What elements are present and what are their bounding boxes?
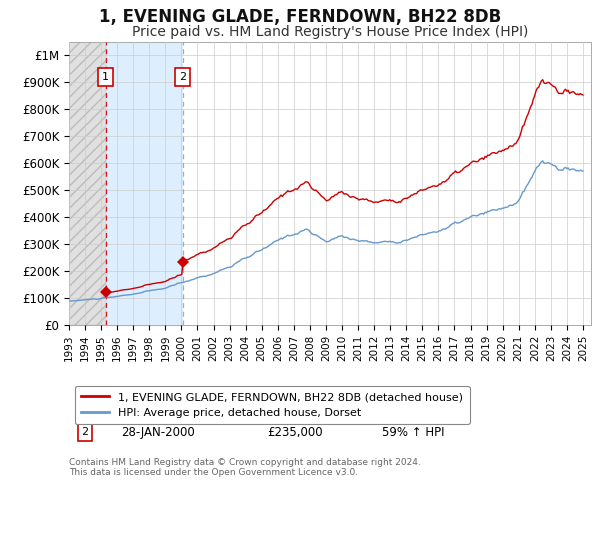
Text: 1: 1 [102,72,109,82]
Text: 29% ↑ HPI: 29% ↑ HPI [382,404,445,418]
Text: 1: 1 [81,406,88,416]
Text: 2: 2 [179,72,186,82]
Text: £235,000: £235,000 [268,426,323,439]
Text: 13-APR-1995: 13-APR-1995 [121,404,197,418]
Legend: 1, EVENING GLADE, FERNDOWN, BH22 8DB (detached house), HPI: Average price, detac: 1, EVENING GLADE, FERNDOWN, BH22 8DB (de… [74,385,470,424]
Text: 59% ↑ HPI: 59% ↑ HPI [382,426,445,439]
Text: 28-JAN-2000: 28-JAN-2000 [121,426,195,439]
Text: £120,000: £120,000 [268,404,323,418]
Text: 1, EVENING GLADE, FERNDOWN, BH22 8DB: 1, EVENING GLADE, FERNDOWN, BH22 8DB [99,8,501,26]
Bar [69,42,106,325]
Bar [106,42,183,325]
Bar [69,42,106,325]
Title: Price paid vs. HM Land Registry's House Price Index (HPI): Price paid vs. HM Land Registry's House … [132,25,528,39]
Text: Contains HM Land Registry data © Crown copyright and database right 2024.
This d: Contains HM Land Registry data © Crown c… [69,458,421,477]
Text: 2: 2 [81,427,88,437]
